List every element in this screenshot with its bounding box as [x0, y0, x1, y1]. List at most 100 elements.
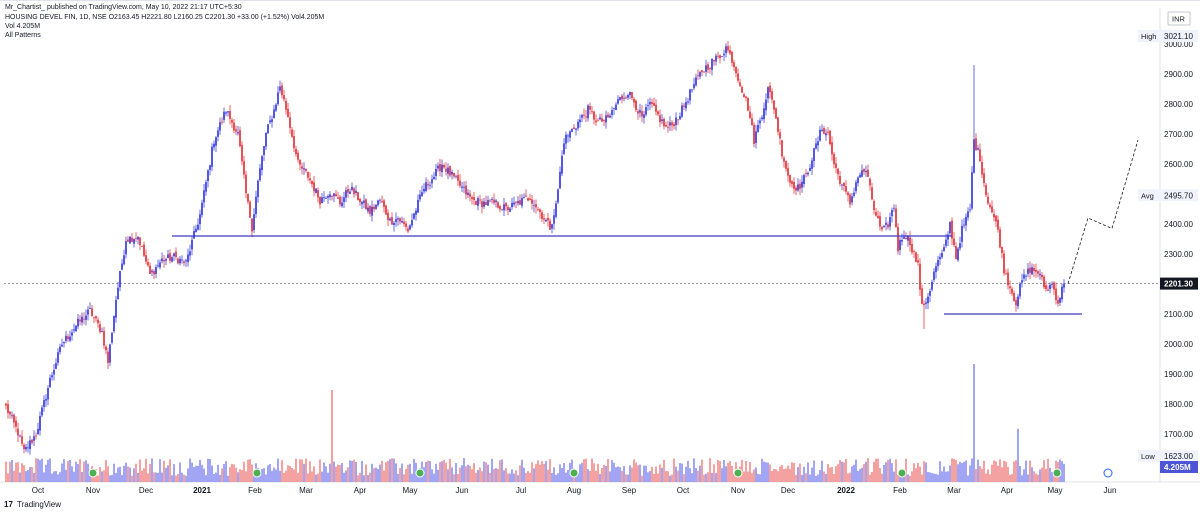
- volume-bar: [333, 461, 335, 482]
- candle-body: [497, 202, 499, 208]
- volume-bar: [567, 469, 569, 482]
- volume-bar: [515, 470, 517, 482]
- volume-bar: [505, 468, 507, 482]
- candle-body: [275, 104, 277, 111]
- candle-body: [947, 234, 949, 240]
- volume-bar: [281, 460, 283, 482]
- candle-body: [443, 165, 445, 168]
- volume-bar: [105, 460, 107, 482]
- volume-bar: [605, 465, 607, 482]
- volume-bar: [513, 473, 515, 482]
- volume-bar: [169, 459, 171, 482]
- candle-body: [171, 257, 173, 262]
- volume-bar: [259, 474, 261, 482]
- candle-body: [219, 122, 221, 131]
- candle-body: [485, 202, 487, 205]
- volume-bar: [385, 462, 387, 482]
- volume-bar: [247, 459, 249, 482]
- volume-bars: [5, 364, 1065, 482]
- candle-body: [509, 208, 511, 212]
- candle-body: [527, 198, 529, 201]
- volume-bar: [361, 461, 363, 482]
- volume-bar: [425, 461, 427, 482]
- candle-body: [519, 200, 521, 205]
- candle-body: [915, 252, 917, 262]
- volume-bar: [717, 459, 719, 482]
- candle-body: [755, 131, 757, 143]
- volume-bar: [119, 466, 121, 482]
- candle-body: [331, 196, 333, 197]
- currency-box: [1167, 11, 1191, 26]
- volume-bar: [87, 463, 89, 482]
- candle-body: [663, 118, 665, 127]
- volume-bar: [11, 459, 13, 482]
- x-tick-label: Apr: [1001, 486, 1014, 495]
- candle-body: [629, 91, 631, 96]
- volume-bar: [37, 458, 39, 482]
- candle-body: [977, 148, 979, 150]
- volume-bar: [937, 474, 939, 482]
- volume-bar: [1049, 467, 1051, 482]
- volume-bar: [459, 467, 461, 482]
- volume-bar: [599, 473, 601, 482]
- candle-body: [267, 124, 269, 134]
- volume-bar: [351, 461, 353, 482]
- candle-body: [795, 187, 797, 191]
- candle-body: [41, 407, 43, 416]
- volume-bar: [175, 475, 177, 482]
- candle-body: [517, 201, 519, 204]
- volume-bar: [179, 462, 181, 482]
- candle-body: [75, 325, 77, 332]
- volume-bar: [509, 473, 511, 482]
- candle-body: [783, 157, 785, 162]
- candle-body: [341, 202, 343, 207]
- candle-body: [521, 198, 523, 206]
- candle-body: [467, 192, 469, 195]
- candle-body: [423, 188, 425, 192]
- volume-bar: [147, 473, 149, 482]
- candle-body: [53, 369, 55, 375]
- candle-body: [525, 195, 527, 197]
- candle-body: [365, 199, 367, 210]
- volume-bar: [285, 470, 287, 482]
- candle-body: [925, 302, 927, 304]
- volume-bar: [77, 464, 79, 482]
- volume-bar: [887, 460, 889, 482]
- volume-marker-value: 4.205M: [1164, 463, 1191, 472]
- volume-bar: [263, 468, 265, 482]
- volume-bar: [99, 466, 101, 482]
- volume-bar: [721, 468, 723, 482]
- candle-body: [69, 336, 71, 341]
- volume-bar: [929, 472, 931, 482]
- candle-body: [553, 215, 555, 224]
- candle-body: [1063, 283, 1065, 288]
- candle-body: [933, 271, 935, 280]
- candle-body: [1017, 296, 1019, 307]
- candle-body: [1031, 267, 1033, 275]
- candle-body: [147, 262, 149, 266]
- volume-bar: [1037, 474, 1039, 482]
- footer-brand[interactable]: 17 TradingView: [4, 500, 61, 509]
- volume-bar: [979, 465, 981, 482]
- volume-bar: [397, 473, 399, 482]
- candle-body: [639, 110, 641, 113]
- candle-body: [953, 238, 955, 246]
- volume-bar: [115, 472, 117, 482]
- candle-body: [131, 237, 133, 242]
- candle-body: [821, 129, 823, 131]
- candle-body: [643, 114, 645, 118]
- volume-bar: [409, 463, 411, 482]
- volume-bar: [743, 471, 745, 482]
- avg-marker-label: Avg: [1141, 191, 1154, 200]
- volume-bar: [961, 463, 963, 482]
- volume-bar: [215, 472, 217, 482]
- candles: [5, 41, 1065, 455]
- candle-body: [1001, 246, 1003, 253]
- candle-body: [413, 213, 415, 219]
- candle-body: [703, 71, 705, 73]
- price-chart[interactable]: 1700.001800.001900.002000.002100.002200.…: [0, 0, 1200, 500]
- candle-body: [885, 222, 887, 225]
- candle-body: [347, 189, 349, 193]
- volume-bar: [13, 470, 15, 482]
- volume-bar: [915, 468, 917, 482]
